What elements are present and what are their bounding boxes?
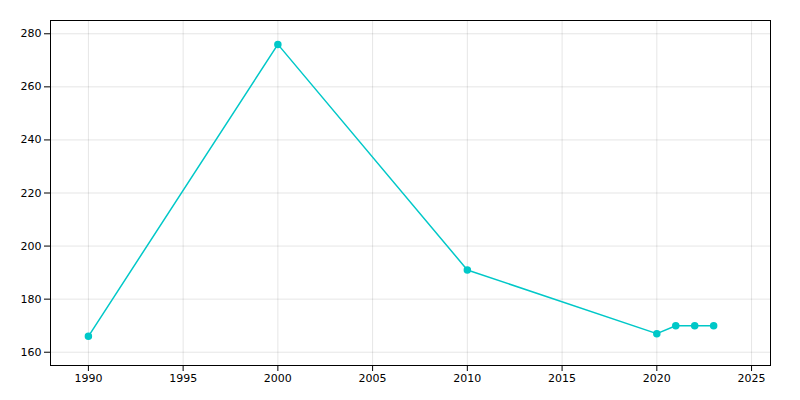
svg-text:2010: 2010 <box>453 372 481 385</box>
svg-text:180: 180 <box>21 293 42 306</box>
svg-text:220: 220 <box>21 187 42 200</box>
svg-text:260: 260 <box>21 80 42 93</box>
svg-text:240: 240 <box>21 133 42 146</box>
svg-text:1990: 1990 <box>74 372 102 385</box>
svg-text:2015: 2015 <box>548 372 576 385</box>
svg-text:2020: 2020 <box>643 372 671 385</box>
svg-text:280: 280 <box>21 27 42 40</box>
svg-text:160: 160 <box>21 346 42 359</box>
svg-text:1995: 1995 <box>169 372 197 385</box>
svg-text:2025: 2025 <box>738 372 766 385</box>
svg-text:2000: 2000 <box>264 372 292 385</box>
svg-text:2005: 2005 <box>359 372 387 385</box>
svg-text:200: 200 <box>21 240 42 253</box>
